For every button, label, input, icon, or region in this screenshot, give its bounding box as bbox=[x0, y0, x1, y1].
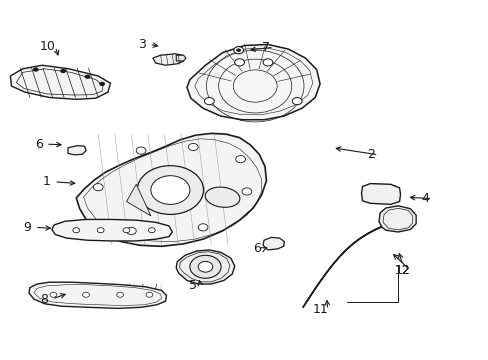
Circle shape bbox=[93, 184, 103, 191]
Circle shape bbox=[204, 98, 214, 105]
Circle shape bbox=[97, 228, 104, 233]
Polygon shape bbox=[153, 54, 183, 65]
Polygon shape bbox=[303, 221, 392, 307]
Text: 8: 8 bbox=[41, 293, 48, 306]
Circle shape bbox=[33, 67, 39, 72]
Circle shape bbox=[198, 224, 207, 231]
Text: 2: 2 bbox=[366, 148, 374, 161]
Polygon shape bbox=[263, 237, 284, 250]
Circle shape bbox=[126, 227, 136, 234]
Circle shape bbox=[188, 143, 198, 150]
Circle shape bbox=[198, 261, 212, 272]
Text: 6: 6 bbox=[35, 138, 42, 150]
Circle shape bbox=[73, 228, 80, 233]
Circle shape bbox=[50, 292, 57, 297]
Polygon shape bbox=[186, 44, 320, 120]
Polygon shape bbox=[52, 220, 172, 241]
Circle shape bbox=[242, 188, 251, 195]
Circle shape bbox=[84, 75, 90, 79]
Circle shape bbox=[263, 59, 272, 66]
Text: 12: 12 bbox=[394, 264, 410, 277]
Circle shape bbox=[60, 69, 66, 73]
Polygon shape bbox=[361, 184, 400, 204]
Circle shape bbox=[137, 166, 203, 215]
Polygon shape bbox=[176, 55, 185, 61]
Text: 1: 1 bbox=[43, 175, 51, 188]
Text: 3: 3 bbox=[138, 38, 146, 51]
Circle shape bbox=[146, 292, 153, 297]
Circle shape bbox=[189, 255, 221, 278]
Circle shape bbox=[233, 46, 243, 54]
Circle shape bbox=[117, 292, 123, 297]
Text: 5: 5 bbox=[189, 279, 197, 292]
Circle shape bbox=[235, 156, 245, 163]
Circle shape bbox=[99, 82, 105, 86]
Circle shape bbox=[236, 48, 241, 52]
Text: 6: 6 bbox=[252, 242, 260, 255]
Polygon shape bbox=[76, 134, 266, 246]
Polygon shape bbox=[68, 145, 86, 155]
Text: 7: 7 bbox=[262, 41, 270, 54]
Polygon shape bbox=[10, 65, 110, 99]
Circle shape bbox=[123, 228, 130, 233]
Text: 4: 4 bbox=[420, 192, 428, 205]
Text: 12: 12 bbox=[394, 264, 410, 277]
Ellipse shape bbox=[205, 187, 240, 207]
Circle shape bbox=[148, 228, 155, 233]
Circle shape bbox=[292, 98, 302, 105]
Circle shape bbox=[82, 292, 89, 297]
Polygon shape bbox=[176, 250, 234, 284]
Polygon shape bbox=[29, 282, 166, 309]
Circle shape bbox=[151, 176, 189, 204]
Polygon shape bbox=[378, 206, 415, 232]
Polygon shape bbox=[126, 184, 151, 216]
Text: 11: 11 bbox=[312, 303, 328, 316]
Circle shape bbox=[136, 147, 146, 154]
Text: 9: 9 bbox=[23, 221, 31, 234]
Circle shape bbox=[234, 59, 244, 66]
Text: 10: 10 bbox=[40, 40, 56, 53]
